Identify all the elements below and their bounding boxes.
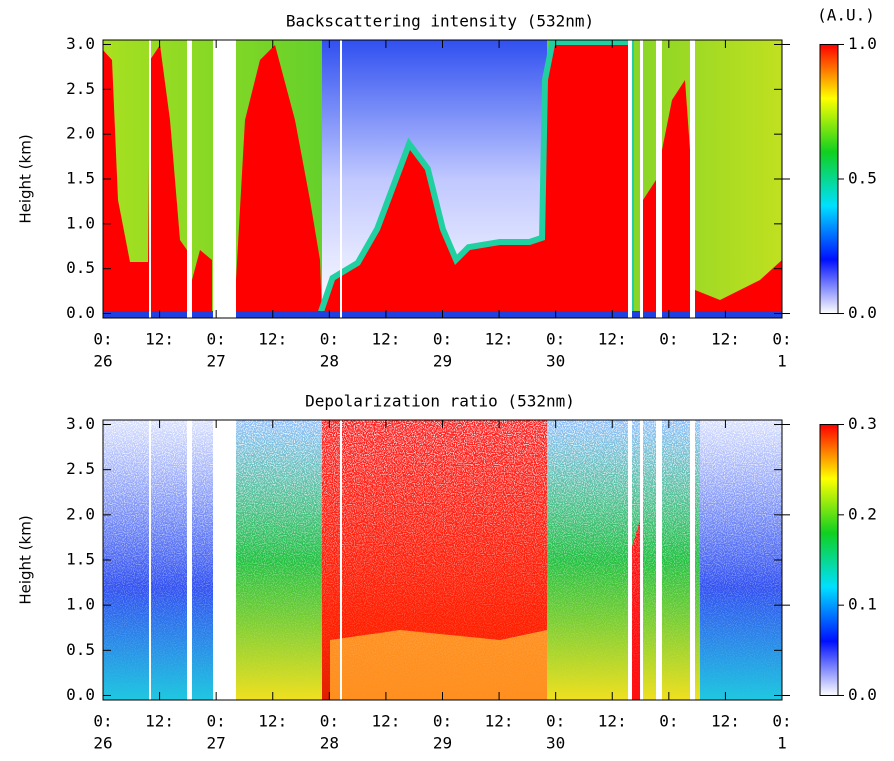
y-axis-label: Height (km) (17, 134, 35, 223)
y-tick-label: 2.5 (66, 459, 95, 478)
colorbar (819, 424, 839, 696)
heatmap-depolarization (103, 420, 782, 700)
colorbar-tick-label: 1.0 (848, 34, 877, 53)
x-tick-label: 12: (145, 330, 174, 349)
x-day-label: 1 (777, 734, 787, 753)
x-day-label: 30 (546, 352, 565, 371)
y-tick-label: 0.5 (66, 258, 95, 277)
x-tick-label: 12: (145, 712, 174, 731)
x-day-label: 27 (207, 734, 226, 753)
x-tick-label: 12: (258, 712, 287, 731)
x-day-label: 27 (207, 352, 226, 371)
colorbar-label: (A.U.) (817, 6, 875, 25)
y-tick-label: 0.0 (66, 685, 95, 704)
x-tick-label: 0: (93, 712, 112, 731)
y-axis-label: Height (km) (17, 515, 35, 604)
y-tick-label: 1.5 (66, 550, 95, 569)
y-tick-label: 2.0 (66, 124, 95, 143)
x-tick-label: 0: (93, 330, 112, 349)
x-tick-label: 12: (485, 330, 514, 349)
y-tick-label: 3.0 (66, 414, 95, 433)
y-tick-label: 2.5 (66, 79, 95, 98)
x-tick-label: 0: (772, 712, 791, 731)
x-tick-label: 12: (711, 330, 740, 349)
x-tick-label: 12: (598, 330, 627, 349)
y-tick-label: 3.0 (66, 34, 95, 53)
x-day-label: 26 (93, 352, 112, 371)
x-tick-label: 0: (659, 330, 678, 349)
x-tick-label: 12: (371, 330, 400, 349)
x-tick-label: 0: (659, 712, 678, 731)
x-tick-label: 12: (258, 330, 287, 349)
heatmap-backscatter (103, 40, 782, 318)
x-day-label: 30 (546, 734, 565, 753)
x-tick-label: 12: (485, 712, 514, 731)
x-day-label: 26 (93, 734, 112, 753)
x-tick-label: 0: (207, 330, 226, 349)
x-tick-label: 0: (546, 330, 565, 349)
x-day-label: 28 (320, 734, 339, 753)
x-tick-label: 0: (207, 712, 226, 731)
colorbar-tick-label: 0.0 (848, 303, 877, 322)
y-tick-label: 0.5 (66, 640, 95, 659)
x-tick-label: 12: (711, 712, 740, 731)
x-tick-label: 0: (320, 330, 339, 349)
y-tick-label: 1.5 (66, 169, 95, 188)
colorbar-tick-label: 0.5 (848, 169, 877, 188)
colorbar-tick-label: 0.3 (848, 414, 877, 433)
colorbar-tick-label: 0.2 (848, 504, 877, 523)
chart-title: Backscattering intensity (532nm) (286, 12, 594, 31)
x-day-label: 28 (320, 352, 339, 371)
x-tick-label: 12: (598, 712, 627, 731)
y-tick-label: 1.0 (66, 595, 95, 614)
chart-title: Depolarization ratio (532nm) (305, 392, 575, 411)
y-tick-label: 2.0 (66, 504, 95, 523)
y-tick-label: 1.0 (66, 213, 95, 232)
colorbar-tick-label: 0.1 (848, 595, 877, 614)
colorbar-tick-label: 0.0 (848, 685, 877, 704)
x-day-label: 29 (433, 734, 452, 753)
x-tick-label: 0: (320, 712, 339, 731)
x-tick-label: 0: (772, 330, 791, 349)
x-tick-label: 12: (371, 712, 400, 731)
y-tick-label: 0.0 (66, 303, 95, 322)
x-tick-label: 0: (433, 712, 452, 731)
x-day-label: 29 (433, 352, 452, 371)
x-tick-label: 0: (546, 712, 565, 731)
x-tick-label: 0: (433, 330, 452, 349)
x-day-label: 1 (777, 352, 787, 371)
colorbar (819, 43, 839, 315)
